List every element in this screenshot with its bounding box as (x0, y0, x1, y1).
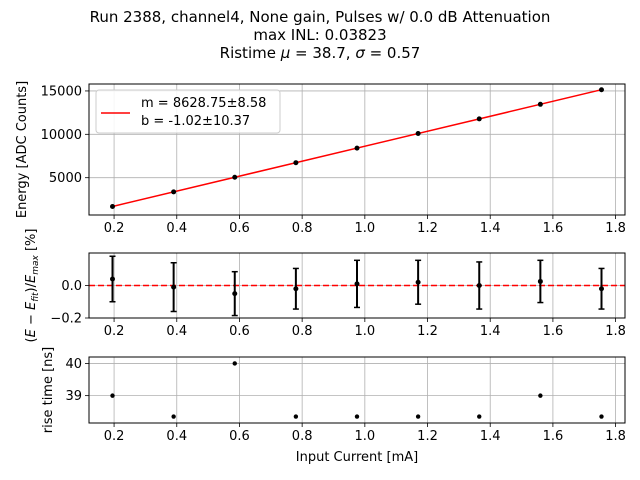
data-point (415, 414, 421, 419)
data-point (110, 203, 116, 209)
axes-frame (88, 83, 626, 216)
title-line-3-mid: = 38.7, (290, 44, 356, 62)
x-tick-label: 1.2 (417, 324, 438, 339)
x-tick-label: 0.2 (104, 429, 125, 444)
y-tick-label: 10000 (41, 128, 82, 143)
x-tick-label: 0.2 (104, 221, 125, 236)
x-tick-label: 1.4 (480, 324, 501, 339)
energy-panel: 0.2 0.4 0.6 0.8 1.0 1.2 1.4 1.6 1.8 5000 10000 1500… (15, 81, 626, 236)
x-tick-label: 0.6 (229, 221, 250, 236)
title-line-2: max INL: 0.03823 (253, 26, 387, 44)
data-point (232, 291, 238, 297)
x-tick-label: 1.0 (354, 429, 375, 444)
data-point (232, 174, 238, 180)
x-tick-label: 1.8 (605, 324, 626, 339)
y-axis-label: (E − Efit)/Emax [%] (24, 229, 41, 343)
y-axis-label: rise time [ns] (41, 347, 56, 434)
x-tick-label: 1.8 (605, 429, 626, 444)
data-point (293, 414, 299, 419)
x-tick-label: 1.6 (543, 324, 564, 339)
data-point (537, 278, 543, 284)
x-tick-label: 1.2 (417, 221, 438, 236)
data-point (599, 414, 604, 419)
axes-frame (88, 356, 626, 424)
x-tick-label: 0.2 (104, 324, 125, 339)
legend-label-intercept: b = -1.02±10.37 (141, 114, 250, 129)
data-point (293, 286, 299, 292)
x-tick-label: 1.2 (417, 429, 438, 444)
sigma-symbol: σ (355, 44, 365, 62)
x-tick-label: 1.6 (543, 221, 564, 236)
legend-label-slope: m = 8628.75±8.58 (141, 96, 266, 111)
x-tick-label: 1.8 (605, 221, 626, 236)
x-tick-label: 0.8 (292, 429, 313, 444)
x-tick-label: 0.8 (292, 324, 313, 339)
data-point (293, 160, 299, 166)
data-point (415, 279, 421, 285)
y-tick-label: 40 (65, 357, 82, 372)
data-point (598, 87, 604, 93)
legend-box (95, 89, 281, 134)
data-point (476, 283, 482, 288)
residual-panel: 0.2 0.4 0.6 0.8 1.0 1.2 1.4 1.6 1.8 −0.2 0.0 (E − E… (24, 229, 626, 343)
x-tick-label: 1.6 (543, 429, 564, 444)
x-tick-label: 1.4 (480, 429, 501, 444)
x-tick-label: 1.4 (480, 221, 501, 236)
data-point (232, 361, 237, 366)
x-tick-label: 0.6 (229, 429, 250, 444)
y-tick-label: 0.0 (61, 279, 82, 294)
data-point (171, 284, 177, 290)
y-axis-label: Energy [ADC Counts] (15, 81, 30, 218)
x-tick-label: 0.6 (229, 324, 250, 339)
y-tick-label: 5000 (49, 171, 82, 186)
data-point (171, 414, 176, 419)
data-point (598, 286, 604, 292)
data-point (110, 393, 115, 398)
data-point (415, 131, 421, 137)
x-tick-label: 0.8 (292, 221, 313, 236)
data-point (354, 145, 360, 151)
data-point (538, 393, 543, 398)
title-line-3-suffix: = 0.57 (364, 44, 421, 62)
risetime-panel: 0.2 0.4 0.6 0.8 1.0 1.2 1.4 1.6 1.8 39 40 rise time… (41, 347, 626, 465)
x-tick-label: 0.4 (166, 221, 187, 236)
x-tick-label: 1.0 (354, 221, 375, 236)
data-point (477, 414, 482, 419)
y-tick-label: −0.2 (50, 312, 82, 327)
x-tick-label: 0.4 (166, 324, 187, 339)
data-point (110, 276, 116, 282)
y-tick-label: 39 (65, 389, 82, 404)
mu-symbol: μ (280, 44, 291, 62)
y-tick-label: 15000 (41, 84, 82, 99)
data-point (171, 189, 177, 195)
data-point (537, 101, 543, 107)
title-line-3: Ristime μ = 38.7, σ = 0.57 (0, 44, 640, 62)
data-point (354, 281, 360, 287)
x-axis-label: Input Current [mA] (296, 450, 418, 465)
title-line-1: Run 2388, channel4, None gain, Pulses w/… (89, 8, 551, 26)
data-point (354, 414, 360, 419)
data-point (476, 116, 482, 122)
x-tick-label: 1.0 (354, 324, 375, 339)
chart-title: Run 2388, channel4, None gain, Pulses w/… (0, 8, 640, 62)
x-tick-label: 0.4 (166, 429, 187, 444)
legend: m = 8628.75±8.58 b = -1.02±10.37 (95, 89, 281, 134)
title-line-3-prefix: Ristime (219, 44, 281, 62)
